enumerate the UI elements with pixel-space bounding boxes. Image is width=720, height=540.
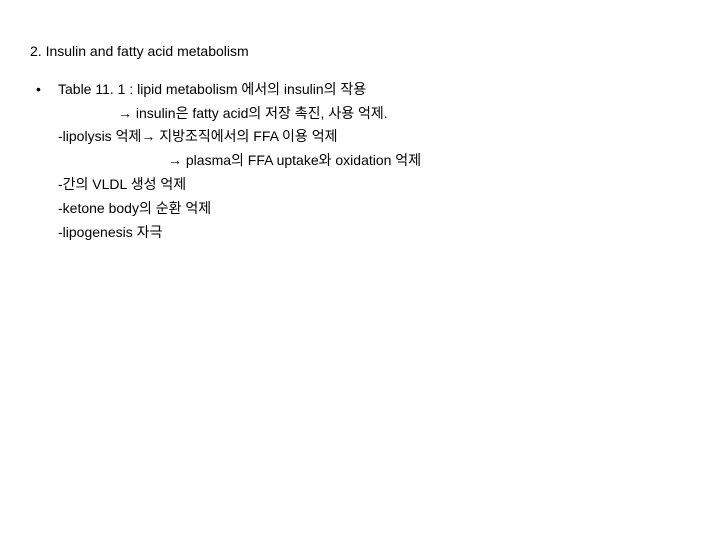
bullet-item: • Table 11. 1 : lipid metabolism 에서의 ins… bbox=[36, 78, 690, 245]
text-line: → plasma의 FFA uptake와 oxidation 억제 bbox=[58, 149, 690, 173]
text-line: -lipogenesis 자극 bbox=[58, 221, 690, 245]
text-line: → insulin은 fatty acid의 저장 촉진, 사용 억제. bbox=[58, 102, 690, 126]
text-line: -ketone body의 순환 억제 bbox=[58, 197, 690, 221]
text-line: -간의 VLDL 생성 억제 bbox=[58, 173, 690, 197]
bullet-marker: • bbox=[36, 78, 58, 102]
text-line: -lipolysis 억제→ 지방조직에서의 FFA 이용 억제 bbox=[58, 125, 690, 149]
section-heading: 2. Insulin and fatty acid metabolism bbox=[30, 40, 690, 64]
bullet-content: Table 11. 1 : lipid metabolism 에서의 insul… bbox=[58, 78, 690, 245]
text-line: Table 11. 1 : lipid metabolism 에서의 insul… bbox=[58, 78, 690, 102]
